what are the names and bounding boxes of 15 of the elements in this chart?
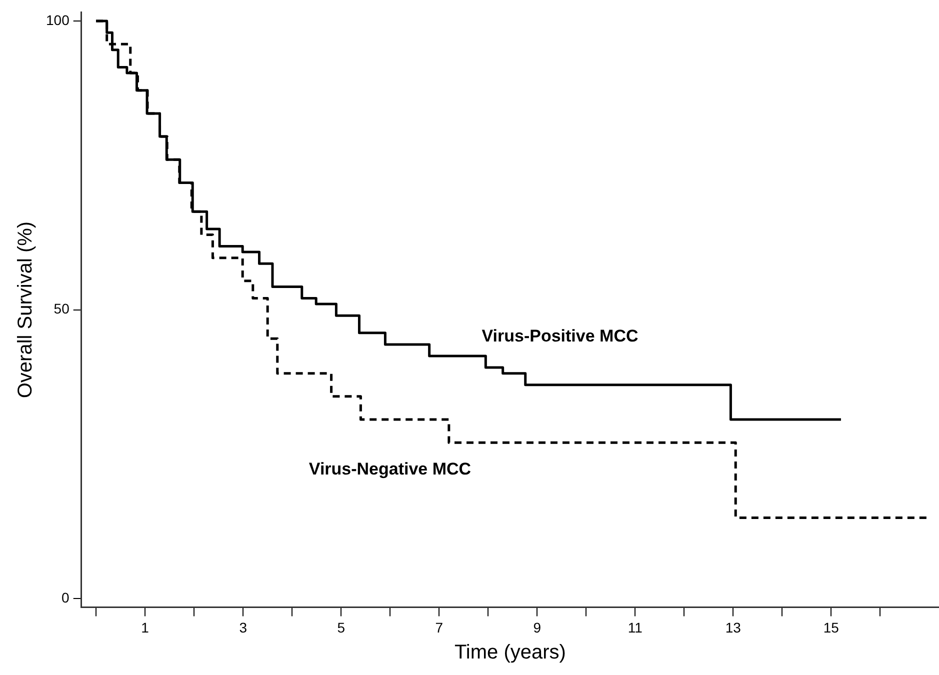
series-label: Virus-Negative MCC: [308, 460, 472, 479]
y-axis-title: Overall Survival (%): [14, 221, 37, 398]
x-tick-label: 11: [628, 619, 643, 636]
x-tick-label: 5: [337, 619, 346, 636]
y-tick-label: 100: [46, 12, 70, 28]
x-tick-label: 9: [533, 619, 542, 636]
series-label: Virus-Positive MCC: [482, 326, 638, 346]
x-tick-label: 3: [239, 619, 248, 636]
x-tick-label: 1: [141, 619, 150, 636]
y-tick-label: 50: [54, 300, 70, 317]
x-axis-title: Time (years): [454, 642, 566, 664]
y-tick-label: 0: [62, 589, 70, 606]
x-tick-label: 15: [823, 619, 840, 636]
x-tick-label: 7: [435, 619, 444, 636]
x-tick-label: 13: [725, 619, 742, 636]
